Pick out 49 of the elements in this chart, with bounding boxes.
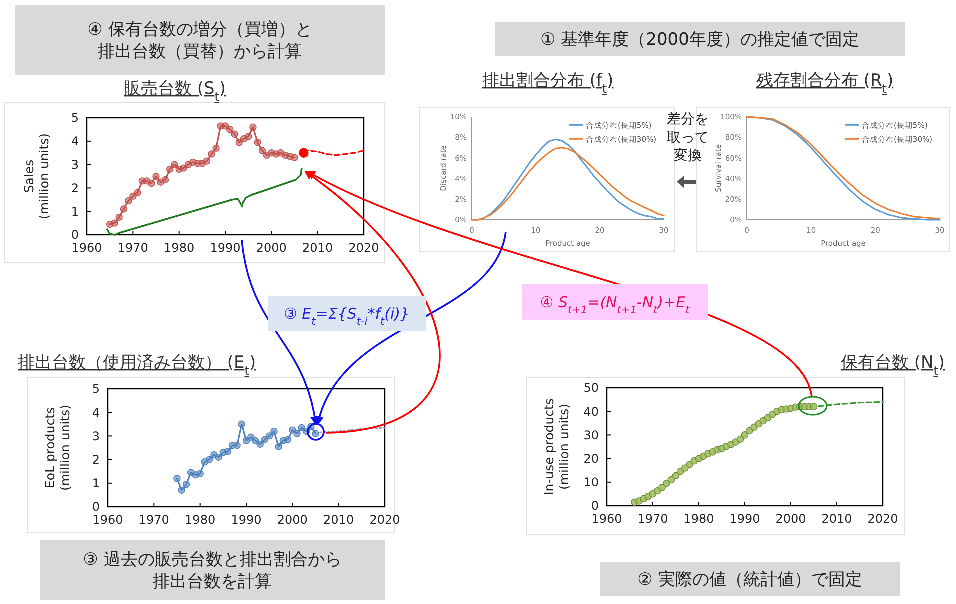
x-tick-label: 2000	[277, 513, 308, 527]
x-tick-label: 1980	[684, 512, 714, 526]
x-tick-label: 1980	[164, 241, 195, 255]
y-tick-label: 1	[92, 476, 100, 491]
text: ③ E$_{t}$=Σ{S$_{t-i}$*f$_{t}$(i)}	[284, 304, 410, 328]
y-tick-label: 3	[92, 429, 100, 444]
y-axis-title: EoL products (million units)	[42, 404, 72, 492]
text: ③ 過去の販売台数と排出割合から排出台数を計算	[83, 550, 342, 592]
x-tick-label: 1960	[72, 241, 102, 255]
y-tick-label: 4	[71, 134, 79, 149]
x-tick-label: 1970	[138, 513, 170, 527]
x-tick-label: 1960	[92, 513, 124, 527]
x-tick-label: 2020	[348, 241, 380, 255]
y-axis-title: In-use products (million units)	[542, 398, 572, 496]
y-tick-label: 4	[92, 406, 100, 420]
y-axis-title: Sales (million units)	[22, 133, 52, 220]
x-tick-label: 2000	[776, 512, 806, 526]
x-tick-label: 1970	[118, 241, 148, 255]
y-tick-label: 3	[71, 158, 79, 172]
x-tick-label: 2010	[302, 241, 334, 255]
x-tick-label: 1990	[231, 513, 262, 527]
x-tick-label: 2010	[324, 513, 354, 527]
x-tick-label: 1970	[638, 512, 668, 526]
y-tick-label: 2	[92, 453, 100, 467]
text: 差分を取って変換	[667, 112, 709, 164]
y-tick-label: 10	[584, 476, 599, 490]
x-tick-label: 1990	[730, 512, 760, 526]
x-tick-label: 2000	[256, 241, 287, 255]
text: ④ 保有台数の増分（買増）と排出台数（買替）から計算	[88, 20, 312, 62]
y-tick-label: 0	[591, 499, 599, 514]
y-tick-label: 0	[92, 500, 100, 514]
x-tick-label: 2010	[822, 512, 852, 526]
x-tick-label: 1980	[185, 513, 216, 527]
x-tick-label: 1990	[210, 241, 241, 255]
y-tick-label: 2	[71, 181, 79, 196]
text: ② 実際の値（統計値）で固定	[638, 570, 862, 590]
chart-title: 保有台数 (N$_{t}$)	[840, 353, 945, 378]
y-tick-label: 5	[71, 111, 79, 126]
y-tick-label: 30	[584, 428, 599, 442]
x-tick-label: 2020	[370, 513, 400, 527]
y-tick-label: 40	[584, 404, 599, 419]
y-tick-label: 50	[584, 381, 599, 396]
x-tick-label: 2020	[868, 512, 898, 526]
text: ④ S$_{t+1}$=(N$_{t+1}$-N$_{t}$)+E$_{t}$	[540, 293, 691, 316]
y-tick-label: 1	[71, 204, 79, 219]
text: ① 基準年度（2000年度）の推定値で固定	[540, 30, 860, 50]
y-tick-label: 5	[92, 382, 100, 396]
y-tick-label: 20	[584, 452, 599, 466]
x-tick-label: 1960	[592, 512, 622, 526]
